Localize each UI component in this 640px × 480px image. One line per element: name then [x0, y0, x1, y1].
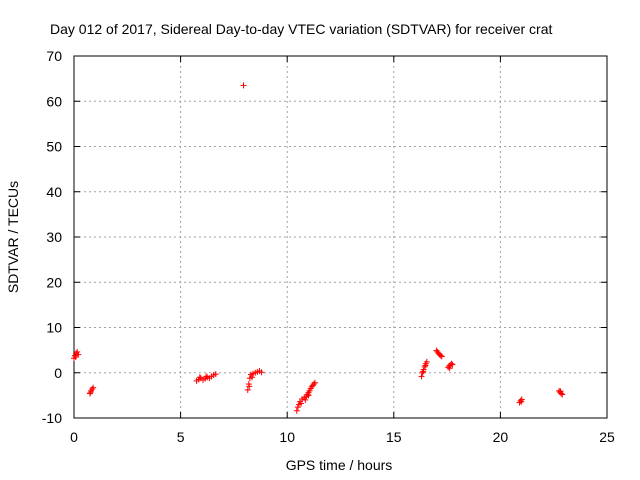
data-point: [419, 369, 426, 376]
data-point: [196, 374, 203, 381]
data-point: [310, 381, 317, 388]
data-point: [298, 400, 305, 407]
x-tick-label: 0: [70, 429, 78, 445]
y-tick-label: -10: [42, 410, 62, 426]
data-point: [87, 389, 94, 396]
chart-title: Day 012 of 2017, Sidereal Day-to-day VTE…: [50, 21, 552, 37]
y-tick-label: 50: [46, 139, 62, 155]
y-tick-label: 30: [46, 229, 62, 245]
data-point: [305, 392, 312, 399]
data-point: [423, 358, 430, 365]
axis-ticks: [73, 55, 608, 419]
data-point: [438, 353, 445, 360]
x-tick-label: 10: [279, 429, 295, 445]
data-point: [422, 362, 429, 369]
data-point: [517, 397, 524, 404]
data-point: [421, 363, 428, 370]
data-point: [246, 383, 253, 390]
data-point: [294, 404, 301, 411]
x-tick-labels: 0 5 10 15 20 25: [70, 429, 615, 445]
x-axis-label: GPS time / hours: [286, 457, 393, 473]
y-axis-label: SDTVAR / TECUs: [5, 181, 21, 293]
data-point: [86, 390, 93, 397]
data-point: [559, 391, 566, 398]
y-tick-label: 60: [46, 93, 62, 109]
data-point: [203, 373, 210, 380]
y-tick-label: 10: [46, 320, 62, 336]
y-tick-label: 70: [46, 48, 62, 64]
data-point: [90, 384, 97, 391]
x-tick-label: 25: [599, 429, 615, 445]
data-point: [518, 398, 525, 405]
data-point: [302, 396, 309, 403]
y-tick-labels: -10 0 10 20 30 40 50 60 70: [42, 48, 62, 426]
data-point: [240, 82, 247, 89]
x-tick-label: 20: [493, 429, 509, 445]
data-point: [89, 386, 96, 393]
data-point: [446, 365, 453, 372]
data-point: [72, 353, 79, 360]
data-point: [258, 369, 265, 376]
data-point: [212, 371, 219, 378]
data-point: [74, 348, 81, 355]
data-point: [244, 386, 251, 393]
y-tick-label: 0: [54, 365, 62, 381]
data-point: [418, 373, 425, 380]
data-point: [437, 352, 444, 359]
data-point: [448, 360, 455, 367]
y-tick-label: 20: [46, 274, 62, 290]
data-point: [557, 388, 564, 395]
x-tick-label: 5: [177, 429, 185, 445]
data-point: [293, 407, 300, 414]
data-point: [249, 374, 256, 381]
data-point: [311, 379, 318, 386]
y-tick-label: 40: [46, 184, 62, 200]
data-points: [71, 82, 566, 414]
data-point: [449, 361, 456, 368]
x-tick-label: 15: [386, 429, 402, 445]
grid-lines: [74, 56, 607, 418]
data-point: [420, 368, 427, 375]
